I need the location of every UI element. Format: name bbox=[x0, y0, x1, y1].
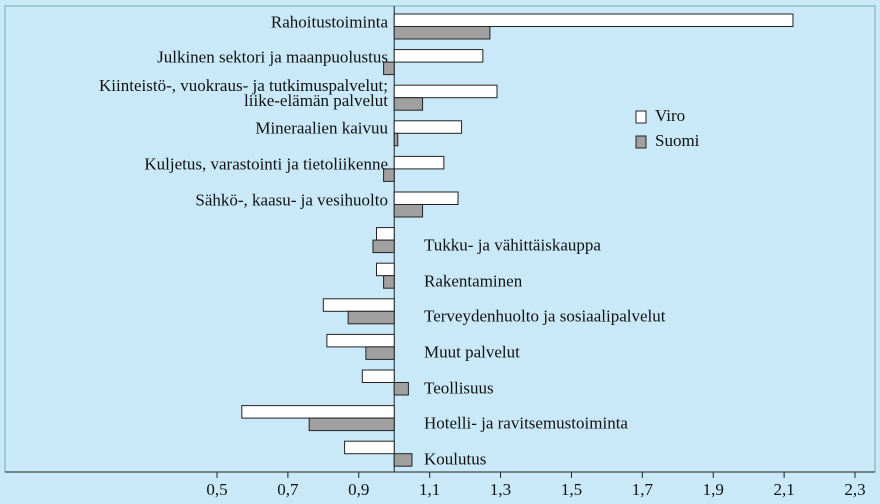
bar bbox=[383, 61, 395, 76]
legend-swatch bbox=[635, 110, 647, 124]
x-tick-label: 0,5 bbox=[206, 480, 227, 499]
legend-swatch bbox=[635, 135, 647, 149]
bar bbox=[393, 97, 424, 111]
bar bbox=[376, 262, 395, 277]
bar bbox=[393, 84, 498, 99]
bar bbox=[393, 382, 409, 396]
category-label: Mineraalien kaivuu bbox=[255, 118, 388, 138]
category-label: Terveydenhuolto ja sosiaalipalvelut bbox=[424, 306, 666, 326]
bar bbox=[393, 26, 491, 40]
bar bbox=[365, 346, 395, 360]
bar bbox=[347, 310, 395, 325]
legend-label: Suomi bbox=[655, 131, 700, 150]
x-tick-label: 2,3 bbox=[844, 480, 865, 499]
bar bbox=[393, 13, 794, 27]
bar bbox=[308, 417, 395, 432]
category-label: Hotelli- ja ravitsemustoiminta bbox=[424, 413, 628, 433]
category-label: Kiinteistö-, vuokraus- ja tutkimuspalvel… bbox=[99, 75, 388, 110]
x-tick-label: 1,9 bbox=[703, 480, 724, 499]
category-label: Kuljetus, varastointi ja tietoliikenne bbox=[144, 154, 388, 174]
bar bbox=[344, 440, 395, 455]
bar bbox=[326, 333, 395, 348]
bar bbox=[376, 227, 395, 241]
category-label: Sähkö-, kaasu- ja vesihuolto bbox=[195, 190, 388, 209]
x-tick-label: 2,1 bbox=[773, 480, 794, 499]
bar bbox=[372, 239, 395, 254]
bar bbox=[393, 132, 399, 147]
bar bbox=[393, 120, 463, 134]
bar bbox=[361, 369, 395, 383]
x-tick-label: 1,3 bbox=[490, 480, 511, 499]
x-tick-label: 1,7 bbox=[632, 480, 654, 499]
x-tick-label: 1,1 bbox=[419, 480, 440, 499]
category-label: Rakentaminen bbox=[424, 271, 523, 291]
category-label: Rahoitustoiminta bbox=[270, 12, 388, 31]
bar bbox=[383, 275, 395, 289]
legend-label: Viro bbox=[655, 106, 685, 125]
category-label: Teollisuus bbox=[424, 378, 494, 397]
category-label: Julkinen sektori ja maanpuolustus bbox=[157, 47, 388, 67]
x-tick-label: 0,9 bbox=[348, 480, 369, 499]
bar bbox=[393, 191, 459, 205]
category-label: Koulutus bbox=[424, 449, 487, 469]
bar bbox=[393, 204, 424, 218]
bar bbox=[322, 298, 395, 312]
bar bbox=[241, 405, 395, 419]
bar bbox=[383, 168, 395, 182]
x-tick-label: 1,5 bbox=[561, 480, 582, 499]
category-label: Tukku- ja vähittäiskauppa bbox=[424, 235, 601, 255]
bar bbox=[393, 453, 413, 467]
bar bbox=[393, 155, 445, 170]
category-label: Muut palvelut bbox=[424, 342, 520, 362]
x-tick-label: 0,7 bbox=[277, 480, 299, 499]
bar bbox=[393, 49, 484, 63]
